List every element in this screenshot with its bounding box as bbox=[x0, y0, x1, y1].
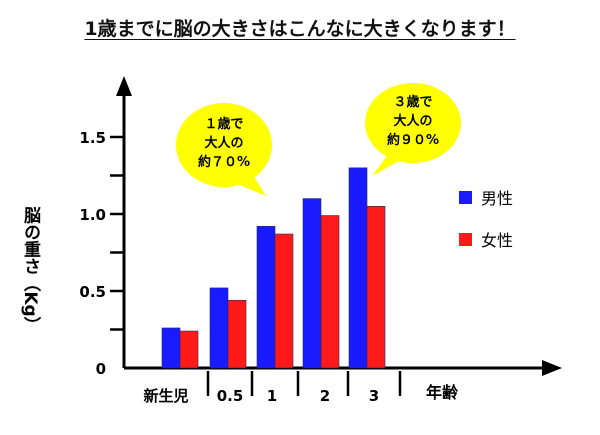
callout-bubble bbox=[365, 83, 461, 163]
legend-swatch bbox=[459, 233, 472, 246]
legend-label: 女性 bbox=[481, 231, 513, 250]
x-tick-label: 3 bbox=[369, 387, 379, 405]
bar-female bbox=[366, 206, 386, 369]
bar-female bbox=[179, 330, 199, 369]
chart-title: 1歳までに脳の大きさはこんなに大きくなります！ bbox=[84, 18, 516, 40]
y-tick-label: 0 bbox=[96, 360, 106, 378]
bar-male bbox=[209, 287, 229, 369]
y-tick-label: 1.5 bbox=[79, 129, 106, 147]
y-axis-arrow bbox=[116, 76, 132, 96]
y-axis-label: 脳の重さ（Kg） bbox=[20, 206, 41, 333]
callout-bubble bbox=[176, 103, 272, 187]
bar-male bbox=[348, 167, 368, 369]
callout-text: 約９０% bbox=[387, 132, 439, 148]
bar-male bbox=[302, 198, 322, 369]
bar-male bbox=[256, 226, 276, 369]
callout-text: 約７０% bbox=[198, 154, 250, 170]
x-axis-label: 年齢 bbox=[426, 383, 459, 402]
legend-swatch bbox=[459, 191, 472, 204]
legend-label: 男性 bbox=[481, 189, 513, 208]
bar-female bbox=[274, 233, 294, 369]
x-tick-label: 0.5 bbox=[217, 387, 244, 405]
bar-male bbox=[161, 327, 181, 369]
callout-text: 大人の bbox=[393, 113, 432, 129]
y-tick-label: 0.5 bbox=[79, 283, 106, 301]
bar-female bbox=[320, 215, 340, 369]
callout-text: 大人の bbox=[204, 135, 243, 151]
x-axis-arrow bbox=[542, 360, 562, 376]
x-tick-label: 1 bbox=[267, 387, 277, 405]
y-tick-label: 1.0 bbox=[79, 206, 106, 224]
x-tick-label: 2 bbox=[320, 387, 330, 405]
callout-text: １歳で bbox=[204, 116, 243, 132]
bar-female bbox=[227, 299, 247, 369]
callout-text: ３歳で bbox=[393, 94, 432, 110]
x-tick-label: 新生児 bbox=[143, 387, 188, 405]
